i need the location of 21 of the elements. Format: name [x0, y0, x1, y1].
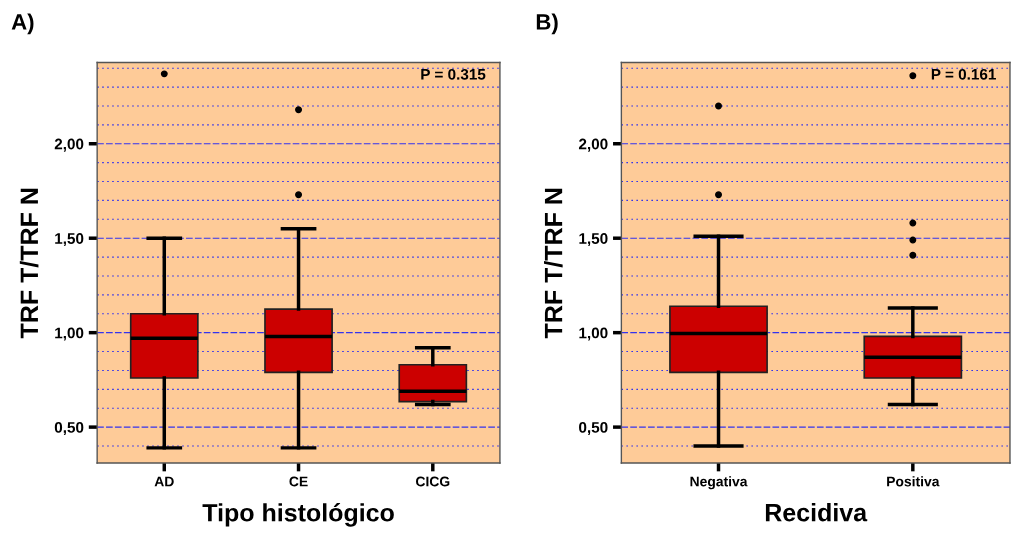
x-tick-label: Positiva	[887, 476, 940, 487]
chart-title: A)	[11, 13, 34, 35]
annotation: P = 0.315	[421, 68, 486, 80]
y-tick-label: 1,50	[55, 233, 84, 247]
y-tick-label: 1,50	[579, 233, 608, 247]
x-tick-label: AD	[154, 476, 174, 487]
x-tick-label: Negativa	[690, 476, 748, 490]
y-tick-label: 2,00	[54, 138, 84, 152]
y-tick-label: 1,00	[55, 327, 84, 341]
y-axis-title: TRF T/TRF N	[544, 188, 563, 339]
y-tick-label: 2,00	[578, 138, 608, 152]
chart-title: B)	[536, 13, 558, 35]
x-axis-title: Recidiva	[765, 503, 868, 522]
y-tick-label: 1,00	[579, 327, 608, 341]
annotation: P = 0.161	[931, 68, 996, 80]
x-axis-title: Tipo histológico	[202, 503, 394, 527]
y-axis-title: TRF T/TRF N	[19, 188, 39, 339]
y-tick-label: 0,50	[579, 421, 608, 436]
x-tick-label: CICG	[416, 476, 450, 487]
x-tick-label: CE	[289, 476, 308, 487]
y-tick-label: 0,50	[54, 421, 84, 436]
